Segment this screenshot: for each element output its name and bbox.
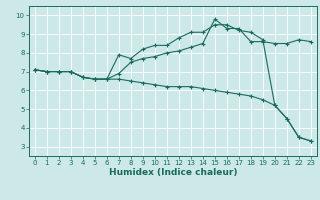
X-axis label: Humidex (Indice chaleur): Humidex (Indice chaleur): [108, 168, 237, 177]
